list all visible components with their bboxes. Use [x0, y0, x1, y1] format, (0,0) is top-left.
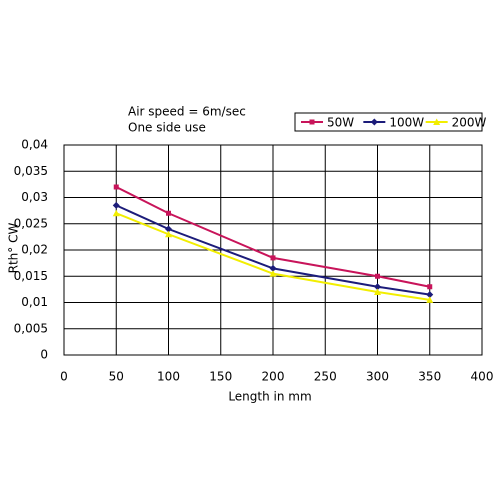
y-tick-label: 0,04 — [21, 138, 48, 152]
x-tick-label: 0 — [60, 370, 68, 384]
marker — [112, 209, 120, 217]
y-tick-label: 0,035 — [14, 164, 48, 178]
y-tick-label: 0,005 — [14, 321, 48, 335]
legend-marker — [370, 118, 378, 126]
marker — [270, 255, 276, 261]
y-tick-label: 0,02 — [21, 243, 48, 257]
x-tick-label: 150 — [209, 370, 232, 384]
marker — [426, 291, 434, 299]
y-tick-label: 0,03 — [21, 190, 48, 204]
x-tick-label: 200 — [262, 370, 285, 384]
plot-frame — [63, 144, 483, 356]
y-tick-label: 0,025 — [14, 216, 48, 230]
x-tick-label: 400 — [471, 370, 494, 384]
marker — [269, 270, 277, 277]
marker — [427, 284, 433, 290]
marker — [166, 210, 171, 216]
legend-label: 100W — [389, 116, 424, 130]
marker — [374, 288, 381, 295]
y-tick-label: 0 — [40, 348, 48, 362]
marker — [165, 225, 172, 233]
y-tick-label: 0,015 — [14, 269, 48, 283]
legend-label: 200W — [452, 116, 487, 130]
legend-marker — [433, 118, 441, 125]
x-tick-label: 350 — [418, 370, 441, 384]
x-tick-label: 50 — [109, 370, 124, 384]
x-tick-label: 100 — [157, 370, 180, 384]
legend-box — [294, 112, 483, 132]
annotation: Air speed = 6m/sec — [128, 105, 246, 119]
marker — [113, 184, 119, 190]
x-tick-label: 300 — [366, 370, 389, 384]
annotation: One side use — [128, 121, 206, 135]
marker — [375, 273, 380, 279]
marker — [112, 201, 120, 209]
marker — [426, 296, 434, 303]
marker — [165, 230, 172, 238]
x-axis-label: Length in mm — [228, 390, 311, 404]
legend-marker — [309, 119, 315, 125]
marker — [269, 264, 277, 272]
y-tick-label: 0,01 — [21, 295, 48, 309]
marker — [374, 283, 381, 291]
legend-label: 50W — [327, 116, 354, 130]
x-tick-label: 250 — [314, 370, 337, 384]
y-axis-label: Rth° CW — [7, 223, 21, 274]
